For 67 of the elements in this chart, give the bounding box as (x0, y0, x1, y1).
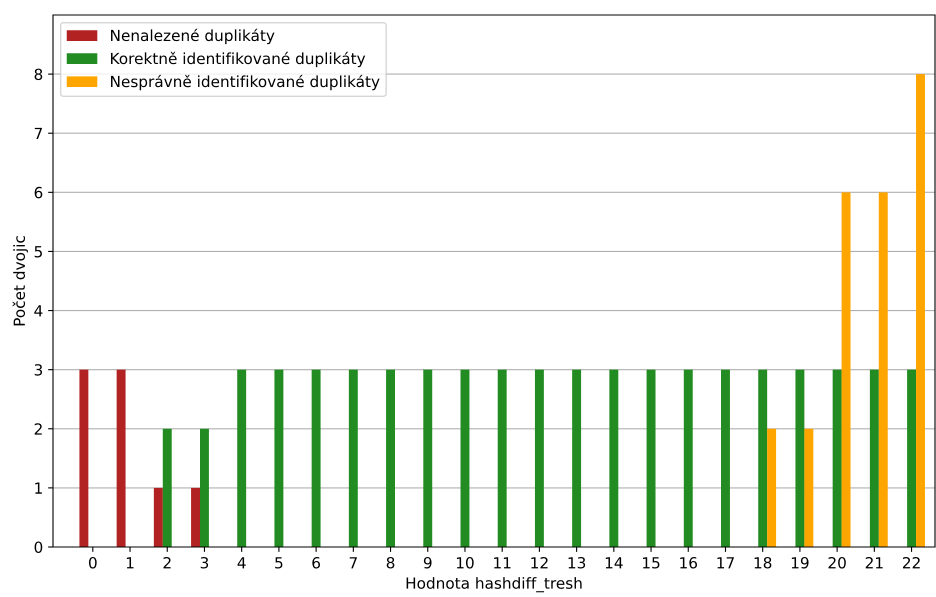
x-tick-label: 20 (828, 556, 846, 569)
y-tick-label: 6 (34, 186, 42, 198)
y-tick-label: 2 (34, 423, 42, 435)
bar (572, 370, 582, 547)
y-tick-label: 8 (34, 68, 42, 80)
x-tick-label: 10 (456, 556, 474, 569)
bar (842, 192, 851, 547)
bar (162, 428, 172, 547)
x-tick-label: 2 (164, 556, 171, 568)
x-tick-label: 1 (126, 557, 134, 568)
y-tick-label: 3 (34, 364, 42, 376)
legend-label: Nenalezené duplikáty (111, 28, 274, 44)
x-tick-label: 19 (792, 556, 809, 569)
x-tick-label: 12 (531, 556, 548, 568)
bar (348, 370, 358, 547)
bar (154, 488, 163, 547)
x-tick-label: 4 (238, 557, 246, 568)
legend-label: Korektně identifikované duplikáty (111, 52, 366, 68)
bar (191, 488, 200, 547)
x-tick-label: 14 (606, 557, 623, 568)
bar (804, 428, 814, 547)
x-tick-label: 3 (200, 556, 208, 569)
y-tick-label: 0 (34, 541, 42, 554)
bar (312, 370, 321, 547)
y-axis-title: Počet dvojic (12, 236, 28, 326)
bar (684, 370, 693, 547)
x-tick-label: 8 (386, 556, 394, 569)
bar (423, 370, 432, 547)
bar (534, 370, 544, 547)
x-tick-label: 18 (754, 556, 772, 569)
x-tick-label: 15 (643, 557, 660, 569)
legend-label: Nesprávně identifikované duplikáty (111, 74, 380, 90)
x-tick-label: 9 (424, 556, 432, 569)
x-tick-label: 17 (717, 557, 734, 568)
x-tick-label: 0 (88, 556, 97, 569)
bar (498, 370, 507, 547)
x-tick-label: 7 (350, 557, 357, 568)
x-tick-label: 16 (680, 556, 698, 569)
bar (237, 370, 246, 547)
y-tick-label: 4 (34, 305, 42, 316)
bar (907, 370, 916, 547)
bar (116, 370, 126, 547)
y-tick-label: 5 (34, 246, 42, 258)
bar (795, 370, 804, 547)
bar (767, 428, 776, 547)
x-tick-label: 13 (568, 556, 586, 569)
x-tick-label: 22 (902, 556, 920, 568)
bar (646, 370, 656, 547)
x-axis-title: Hodnota hashdiff_tresh (406, 577, 582, 592)
bar (79, 370, 88, 547)
x-tick-label: 6 (312, 556, 320, 569)
x-tick-label: 11 (494, 557, 510, 568)
x-tick-label: 21 (866, 556, 883, 568)
bar (274, 370, 284, 547)
bar (832, 370, 842, 547)
bar (758, 370, 768, 547)
bar (721, 370, 730, 547)
y-tick-label: 1 (35, 482, 42, 494)
bar (878, 192, 888, 547)
bar (609, 370, 618, 547)
bar (460, 370, 470, 547)
bar (386, 370, 396, 547)
bar (870, 370, 879, 547)
y-tick-label: 7 (34, 128, 42, 140)
x-tick-label: 5 (275, 557, 282, 569)
bar (200, 428, 209, 547)
bar (916, 74, 925, 547)
